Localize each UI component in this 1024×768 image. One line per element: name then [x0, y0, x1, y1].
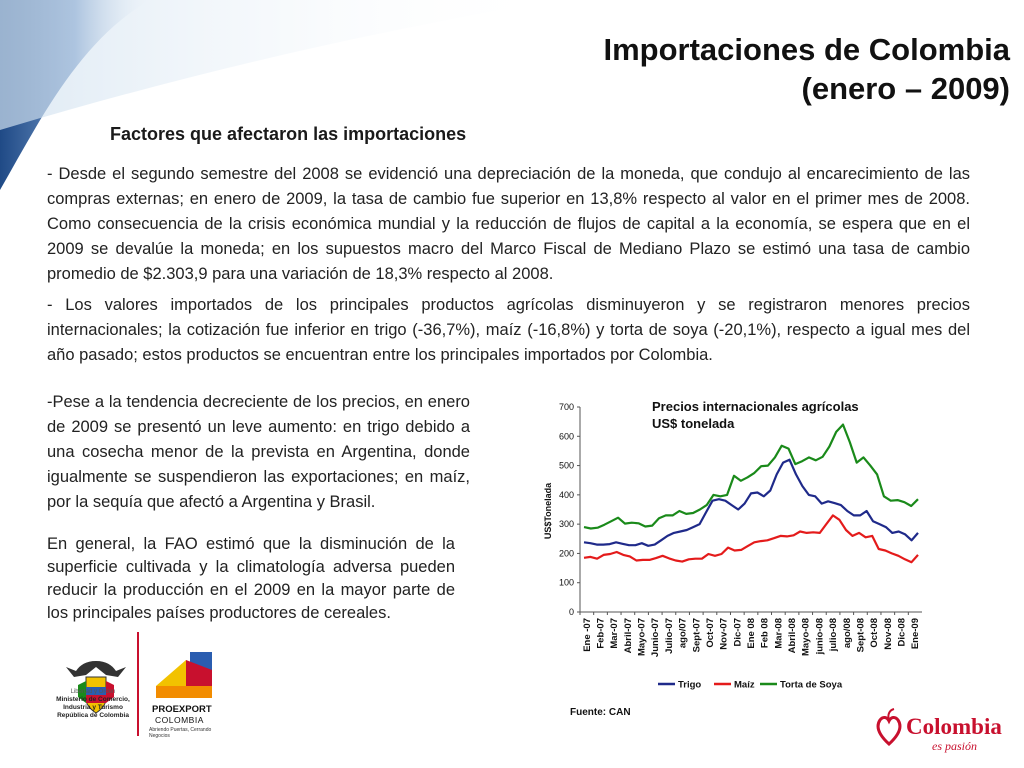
brand-slogan: es pasión: [932, 739, 977, 753]
x-tick-label: Dic-07: [732, 618, 743, 647]
chart-title-line-1: Precios internacionales agrícolas: [652, 399, 859, 414]
x-tick-label: ago/07: [678, 618, 689, 648]
x-tick-label: Nov-08: [883, 618, 894, 650]
x-tick-label: julio-08: [828, 618, 839, 652]
legend-label: Torta de Soya: [780, 680, 843, 691]
x-tick-label: Feb 08: [760, 618, 771, 648]
title-line-1: Importaciones de Colombia: [603, 32, 1010, 67]
x-tick-label: junio-08: [814, 618, 825, 655]
legend-label: Maíz: [734, 680, 755, 691]
logo-divider: [137, 632, 139, 736]
brand-word: Colombia: [906, 714, 1002, 739]
x-tick-label: Abril-07: [623, 618, 634, 653]
x-tick-label: Oct-07: [705, 618, 716, 648]
x-tick-label: Ene-09: [910, 618, 921, 649]
x-tick-label: Mayo-08: [801, 618, 812, 656]
x-tick-label: Nov-07: [719, 618, 730, 650]
proexport-country: COLOMBIA: [155, 715, 204, 725]
y-tick-label: 200: [559, 548, 574, 558]
x-tick-label: Ene -07: [582, 618, 593, 652]
proexport-tagline: Abriendo Puertas, Cerrando Negocios: [149, 727, 212, 739]
y-tick-label: 400: [559, 490, 574, 500]
colombia-heart-icon: [876, 708, 902, 747]
y-tick-label: 600: [559, 431, 574, 441]
x-tick-label: Abril-08: [787, 618, 798, 653]
x-tick-label: Junio-07: [650, 618, 661, 657]
price-chart: 0 100 200 300 400 500 600 700 Ene -07 Feb-07 Mar-…: [530, 396, 950, 721]
y-tick-label: 700: [559, 402, 574, 412]
section-subtitle: Factores que afectaron las importaciones: [110, 124, 467, 144]
y-tick-label: 500: [559, 461, 574, 471]
series-line-0: [583, 458, 919, 547]
proexport-name: PROEXPORT: [152, 704, 212, 715]
title-line-2: (enero – 2009): [801, 71, 1011, 106]
paragraph-exchange-rate: - Desde el segundo semestre del 2008 se …: [47, 165, 970, 283]
colombia-brand-logo: Colombia es pasión: [874, 704, 1014, 756]
slide-title: Importaciones de Colombia (enero – 2009): [603, 30, 1010, 108]
chart-source: Fuente: CAN: [570, 707, 631, 718]
chart-legend: Trigo Maíz Torta de Soya: [658, 680, 843, 691]
proexport-mark-icon: [156, 652, 212, 698]
ministry-motto: Libertad y Orden: [70, 689, 116, 695]
paragraph-agricultural-prices: - Los valores importados de los principa…: [47, 296, 970, 364]
series-line-2: [583, 423, 919, 530]
x-tick-label: ago/08: [842, 618, 853, 648]
x-tick-label: Ene 08: [746, 618, 757, 649]
ministry-text: Libertad y Orden Ministerio de Comercio,…: [48, 688, 138, 720]
ministry-logo: Libertad y Orden Ministerio de Comercio,…: [48, 628, 238, 748]
y-tick-label: 0: [569, 607, 574, 617]
paragraph-price-trend: -Pese a la tendencia decreciente de los …: [47, 393, 470, 511]
proexport-logo: PROEXPORT COLOMBIA Abriendo Puertas, Cer…: [146, 646, 226, 739]
x-tick-label: Sept-08: [855, 618, 866, 652]
x-tick-label: Dic-08: [896, 618, 907, 647]
x-tick-label: Mayo-07: [637, 618, 648, 656]
x-tick-label: Sept-07: [691, 618, 702, 652]
y-tick-label: 100: [559, 578, 574, 588]
y-axis-ticks: 0 100 200 300 400 500 600 700: [559, 402, 580, 617]
x-tick-label: Mar-08: [773, 618, 784, 649]
x-tick-label: Feb-07: [596, 618, 607, 649]
x-tick-label: Julio-07: [664, 618, 675, 654]
series-lines: [583, 423, 919, 564]
series-line-1: [583, 514, 919, 564]
legend-label: Trigo: [678, 680, 701, 691]
x-tick-label: Oct-08: [869, 618, 880, 648]
ministry-name: Ministerio de Comercio, Industria y Turi…: [56, 696, 130, 719]
x-tick-label: Mar-07: [609, 618, 620, 649]
y-axis-label: US$Tonelada: [543, 482, 553, 539]
x-axis-ticks: Ene -07 Feb-07 Mar-07 Abril-07 Mayo-07 Junio-…: [579, 612, 921, 657]
chart-title-line-2: US$ tonelada: [652, 416, 735, 431]
y-tick-label: 300: [559, 519, 574, 529]
paragraph-fao-outlook: En general, la FAO estimó que la disminu…: [47, 535, 455, 622]
colombia-crest-icon: [66, 661, 126, 714]
